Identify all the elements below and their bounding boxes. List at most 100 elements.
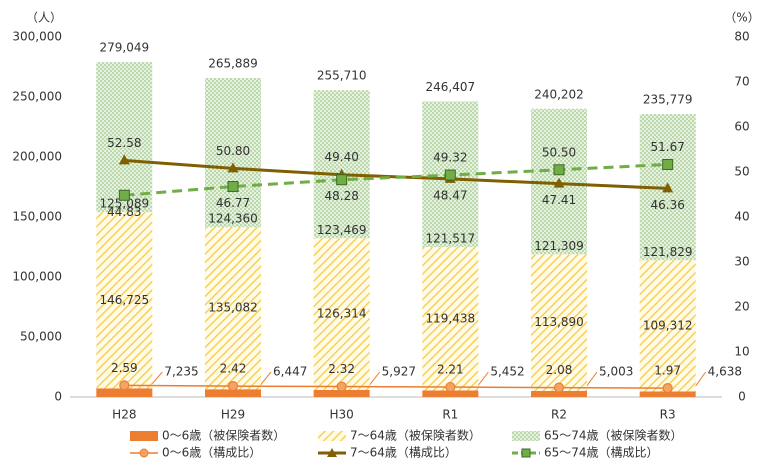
bar-segment <box>205 227 261 390</box>
marker <box>118 154 130 165</box>
y-tick-label: 100,000 <box>12 270 62 284</box>
legend-label: 65～74歳（被保険者数） <box>544 428 683 443</box>
x-tick-label: H30 <box>330 408 354 422</box>
y2-unit-label: （%） <box>724 11 759 25</box>
marker <box>227 162 239 173</box>
data-label: 1.97 <box>654 364 681 378</box>
total-label: 279,049 <box>100 41 150 55</box>
data-label: 121,517 <box>426 232 476 246</box>
y2-tick-label: 0 <box>738 390 746 404</box>
marker <box>445 381 456 393</box>
legend-label: 7～64歳（被保険者数） <box>350 428 481 443</box>
bar-segment <box>531 390 587 397</box>
marker <box>553 382 565 393</box>
bar-segment <box>313 389 370 397</box>
data-label: 5,452 <box>490 365 524 379</box>
y2-tick-label: 10 <box>734 345 749 359</box>
x-tick-label: R2 <box>551 408 567 422</box>
data-label: 123,469 <box>317 223 367 237</box>
marker <box>336 174 348 186</box>
bar-segment <box>422 247 479 391</box>
legend-label: 7～64歳（構成比） <box>350 446 457 460</box>
marker <box>662 182 674 193</box>
y-tick-label: 200,000 <box>12 150 62 164</box>
y2-tick-label: 60 <box>734 120 749 134</box>
data-label: 2.21 <box>437 363 464 377</box>
marker <box>553 177 565 188</box>
total-label: 240,202 <box>534 87 584 101</box>
bar-segment <box>205 389 261 397</box>
bar-segment <box>96 62 153 213</box>
data-label: 52.58 <box>107 136 141 150</box>
data-label: 7,235 <box>164 365 198 379</box>
data-label: 48.28 <box>324 189 358 203</box>
y2-tick-label: 70 <box>734 75 749 89</box>
line <box>124 384 668 389</box>
data-label: 125,089 <box>100 197 150 211</box>
legend-marker <box>521 448 531 458</box>
legend-marker <box>139 448 149 458</box>
data-label: 5,003 <box>599 365 633 379</box>
y-tick-label: 150,000 <box>12 210 62 224</box>
y2-tick-label: 40 <box>734 210 749 224</box>
total-label: 255,710 <box>317 69 367 83</box>
data-label: 4,638 <box>708 365 742 379</box>
marker <box>444 169 456 181</box>
data-label: 2.42 <box>220 362 247 376</box>
y-tick-label: 0 <box>54 390 62 404</box>
y-tick-label: 250,000 <box>12 90 62 104</box>
x-tick-label: H29 <box>221 408 245 422</box>
marker <box>662 158 674 170</box>
legend-marker <box>327 448 337 457</box>
bar-segment <box>96 388 153 397</box>
data-label: 5,927 <box>382 365 416 379</box>
legend-label: 0～6歳（構成比） <box>162 446 261 460</box>
legend-label: 0～6歳（被保険者数） <box>162 428 285 443</box>
bar-segment <box>639 260 696 392</box>
data-label: 51.67 <box>650 140 684 154</box>
data-label: 49.32 <box>433 151 467 165</box>
data-label: 48.47 <box>433 188 467 202</box>
data-label: 46.36 <box>650 198 684 212</box>
marker <box>553 164 565 176</box>
y-unit-label: （人） <box>26 11 62 25</box>
marker <box>662 383 673 394</box>
total-label: 246,407 <box>426 80 476 94</box>
marker <box>227 181 239 193</box>
total-label: 235,779 <box>643 93 693 107</box>
data-label: 113,890 <box>534 315 584 329</box>
data-label: 124,360 <box>208 212 258 226</box>
legend-swatch <box>512 431 540 441</box>
data-label: 46.77 <box>216 196 250 210</box>
data-label: 2.08 <box>546 363 573 377</box>
marker <box>227 381 239 392</box>
y2-tick-label: 50 <box>734 165 749 179</box>
bar-segment <box>205 77 261 228</box>
data-label: 47.41 <box>542 193 576 207</box>
marker <box>118 189 130 201</box>
x-tick-label: R1 <box>442 408 458 422</box>
data-label: 44.83 <box>107 205 141 219</box>
data-label: 121,829 <box>643 245 693 259</box>
bar-segment <box>313 238 370 390</box>
data-label: 50.50 <box>542 145 576 159</box>
bar-segment <box>639 391 696 397</box>
legend-label: 65～74歳（構成比） <box>544 446 659 460</box>
data-label: 146,725 <box>100 293 150 307</box>
marker <box>119 380 130 391</box>
y-tick-label: 300,000 <box>12 30 62 44</box>
data-label: 109,312 <box>643 318 693 332</box>
legend-swatch <box>318 431 346 441</box>
data-label: 121,309 <box>534 239 584 253</box>
bar-segment <box>531 254 587 391</box>
data-label: 135,082 <box>208 301 258 315</box>
data-label: 2.32 <box>328 362 355 376</box>
data-label: 2.59 <box>111 361 138 375</box>
total-label: 265,889 <box>208 56 258 70</box>
data-label: 126,314 <box>317 307 367 321</box>
y2-tick-label: 30 <box>734 255 749 269</box>
data-label: 49.40 <box>324 150 358 164</box>
legend-swatch <box>130 431 158 441</box>
marker <box>336 381 347 392</box>
